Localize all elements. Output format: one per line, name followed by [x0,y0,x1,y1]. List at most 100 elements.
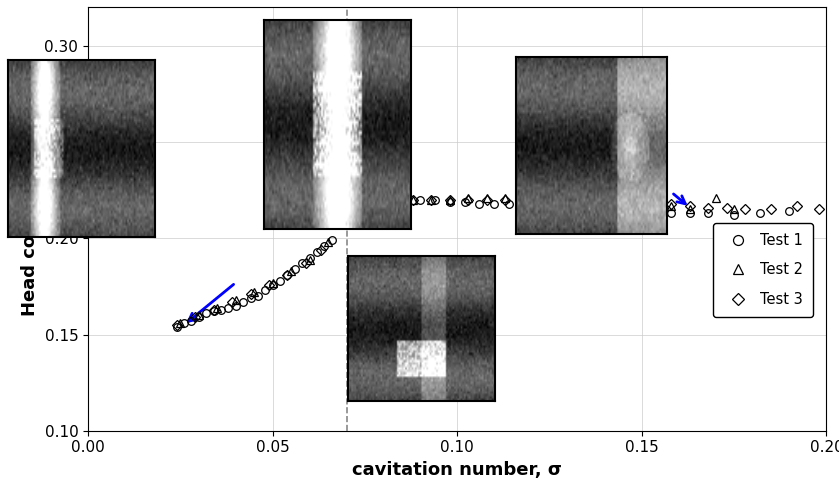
Test 1 [755,210,765,216]
Test 2 [389,197,399,203]
Y-axis label: Head coefficient, ψ: Head coefficient, ψ [21,123,39,316]
Test 3 [426,197,436,203]
Test 2 [352,201,362,207]
Test 1 [275,278,285,284]
Test 2 [408,197,418,203]
Test 1 [305,254,315,260]
Test 2 [482,195,492,201]
Test 1 [341,210,352,216]
Test 1 [703,210,713,216]
Test 2 [175,320,185,326]
Test 2 [629,197,639,203]
Test 2 [711,195,721,201]
Test 1 [268,281,278,287]
Test 2 [305,256,315,262]
Test 1 [326,237,336,243]
Test 3 [227,299,237,305]
Test 1 [563,203,573,209]
Test 1 [209,308,219,314]
Test 1 [320,243,330,249]
Test 1 [519,201,529,207]
Test 3 [190,314,201,320]
Test 1 [652,209,662,215]
Test 1 [548,201,558,207]
Test 3 [264,281,274,287]
Test 3 [814,207,824,213]
Test 2 [729,207,739,213]
Test 1 [474,201,484,207]
Test 1 [729,212,739,218]
Test 1 [186,318,196,324]
Legend: Test 1, Test 2, Test 3: Test 1, Test 2, Test 3 [713,223,813,317]
Test 3 [722,205,732,211]
Test 3 [592,201,602,207]
Test 3 [445,197,455,203]
Test 1 [489,201,499,207]
Test 2 [648,199,658,205]
Test 3 [209,307,219,313]
Test 1 [371,197,381,203]
Test 2 [286,268,296,274]
Test 2 [555,195,565,201]
Test 2 [666,203,676,209]
Test 1 [430,197,440,203]
Test 3 [315,247,326,253]
Test 1 [386,195,396,201]
Test 3 [766,207,776,213]
Test 2 [268,280,278,286]
Test 2 [611,197,621,203]
Test 2 [334,212,344,218]
Test 2 [249,289,259,295]
Test 1 [637,209,647,215]
Test 1 [289,266,300,272]
Test 1 [357,201,367,207]
Test 1 [534,201,544,207]
Test 1 [201,310,211,316]
X-axis label: cavitation number, σ: cavitation number, σ [352,461,562,479]
Test 3 [519,197,529,203]
Line: Test 3: Test 3 [174,197,822,328]
Test 1 [179,320,189,326]
Test 1 [445,199,455,205]
Test 1 [231,303,241,309]
Test 1 [578,205,588,211]
Test 3 [500,197,510,203]
Test 3 [537,199,547,205]
Test 3 [334,216,344,222]
Test 1 [194,314,204,320]
Test 3 [685,203,695,209]
Test 2 [445,197,455,203]
Test 1 [223,305,233,311]
Test 1 [685,210,695,216]
Test 3 [482,197,492,203]
Test 1 [260,287,270,293]
Test 1 [784,209,795,215]
Test 3 [246,291,256,297]
Test 3 [792,203,802,209]
Test 3 [301,260,311,266]
Test 1 [297,260,307,266]
Test 3 [408,197,418,203]
Test 3 [574,199,584,205]
Test 3 [666,201,676,207]
Test 1 [607,207,618,213]
Test 2 [463,195,473,201]
Test 3 [555,199,565,205]
Test 2 [371,197,381,203]
Test 1 [312,249,322,255]
Test 1 [283,272,293,278]
Test 2 [500,195,510,201]
Test 2 [323,239,333,245]
Test 2 [574,195,584,201]
Test 2 [194,312,204,318]
Test 3 [283,272,293,278]
Test 1 [460,199,470,205]
Test 2 [212,305,222,311]
Test 1 [622,207,632,213]
Test 1 [592,207,602,213]
Test 2 [231,297,241,303]
Test 3 [740,207,750,213]
Test 2 [426,197,436,203]
Test 3 [611,201,621,207]
Test 1 [415,197,425,203]
